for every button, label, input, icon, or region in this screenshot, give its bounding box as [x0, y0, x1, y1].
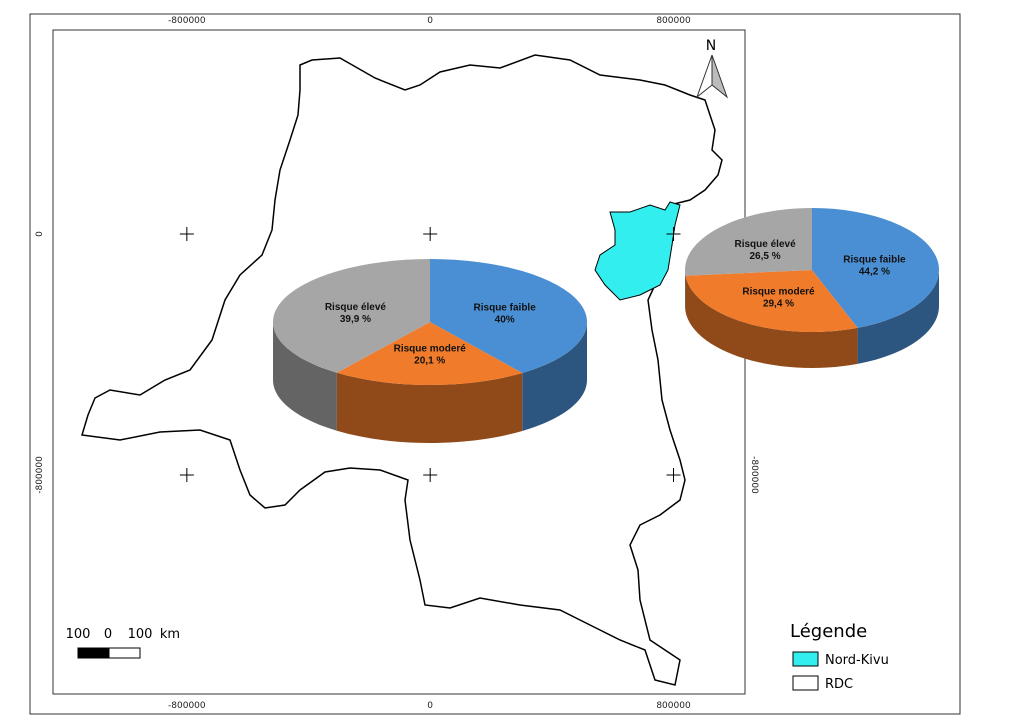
legend-label: RDC [825, 677, 853, 692]
scale-segment [108, 647, 141, 659]
pie-category-label: Risque moderé [742, 286, 815, 297]
y-tick-label: -800000 [35, 456, 45, 494]
scale-bar: 100 0 100 km [66, 627, 180, 659]
graticule-cross [179, 226, 194, 241]
pie-slice [272, 259, 430, 373]
graticule-cross [666, 226, 681, 241]
legend: Légende Nord-Kivu RDC [790, 621, 889, 692]
graticule-cross [423, 467, 438, 482]
pie-value-label: 29,4 % [763, 298, 794, 309]
x-tick-label: 800000 [656, 701, 691, 711]
legend-swatch [792, 675, 819, 691]
x-tick-label: -800000 [168, 701, 206, 711]
graticule-cross [423, 226, 438, 241]
pie-value-label: 44,2 % [859, 266, 890, 277]
north-arrow: N [695, 38, 729, 99]
pie-slice [430, 259, 588, 373]
pie-category-label: Risque moderé [394, 343, 467, 354]
pie-side [685, 270, 686, 312]
legend-label: Nord-Kivu [825, 653, 889, 668]
pie-side [522, 322, 587, 431]
pie-slice [812, 208, 939, 328]
pie-side [336, 372, 523, 443]
legend-title: Légende [790, 621, 867, 642]
pie-value-label: 40% [495, 314, 515, 325]
scale-label: 100 [66, 627, 91, 642]
graticule-cross [666, 467, 681, 482]
pie-side [273, 322, 337, 431]
north-label: N [706, 38, 716, 54]
pie-slice [685, 270, 858, 332]
pie-category-label: Risque faible [843, 254, 906, 265]
graticule-cross [179, 467, 194, 482]
pie-category-label: Risque faible [474, 302, 537, 313]
nord-kivu-region [594, 201, 681, 301]
y-tick-label: 0 [35, 231, 45, 237]
pie-slice [336, 322, 523, 386]
pie-value-label: 20,1 % [414, 355, 445, 366]
outer-frame [29, 13, 961, 715]
pie-value-label: 26,5 % [749, 251, 780, 262]
pie-side [685, 275, 858, 368]
legend-swatch [792, 651, 819, 667]
y-tick-label: -800000 [749, 456, 759, 494]
pie-category-label: Risque élevé [325, 302, 387, 313]
x-tick-label: 0 [427, 701, 433, 711]
x-tick-label: 800000 [656, 16, 691, 26]
scale-label: 0 [104, 627, 112, 642]
pie-side [857, 270, 939, 364]
scale-label: km [160, 627, 180, 642]
x-tick-label: 0 [427, 16, 433, 26]
scale-segment [77, 647, 110, 659]
pie-value-label: 39,9 % [340, 314, 371, 325]
x-tick-label: -800000 [168, 16, 206, 26]
pie-category-label: Risque élevé [734, 239, 796, 250]
pie-slice [685, 208, 812, 276]
scale-label: 100 [128, 627, 153, 642]
